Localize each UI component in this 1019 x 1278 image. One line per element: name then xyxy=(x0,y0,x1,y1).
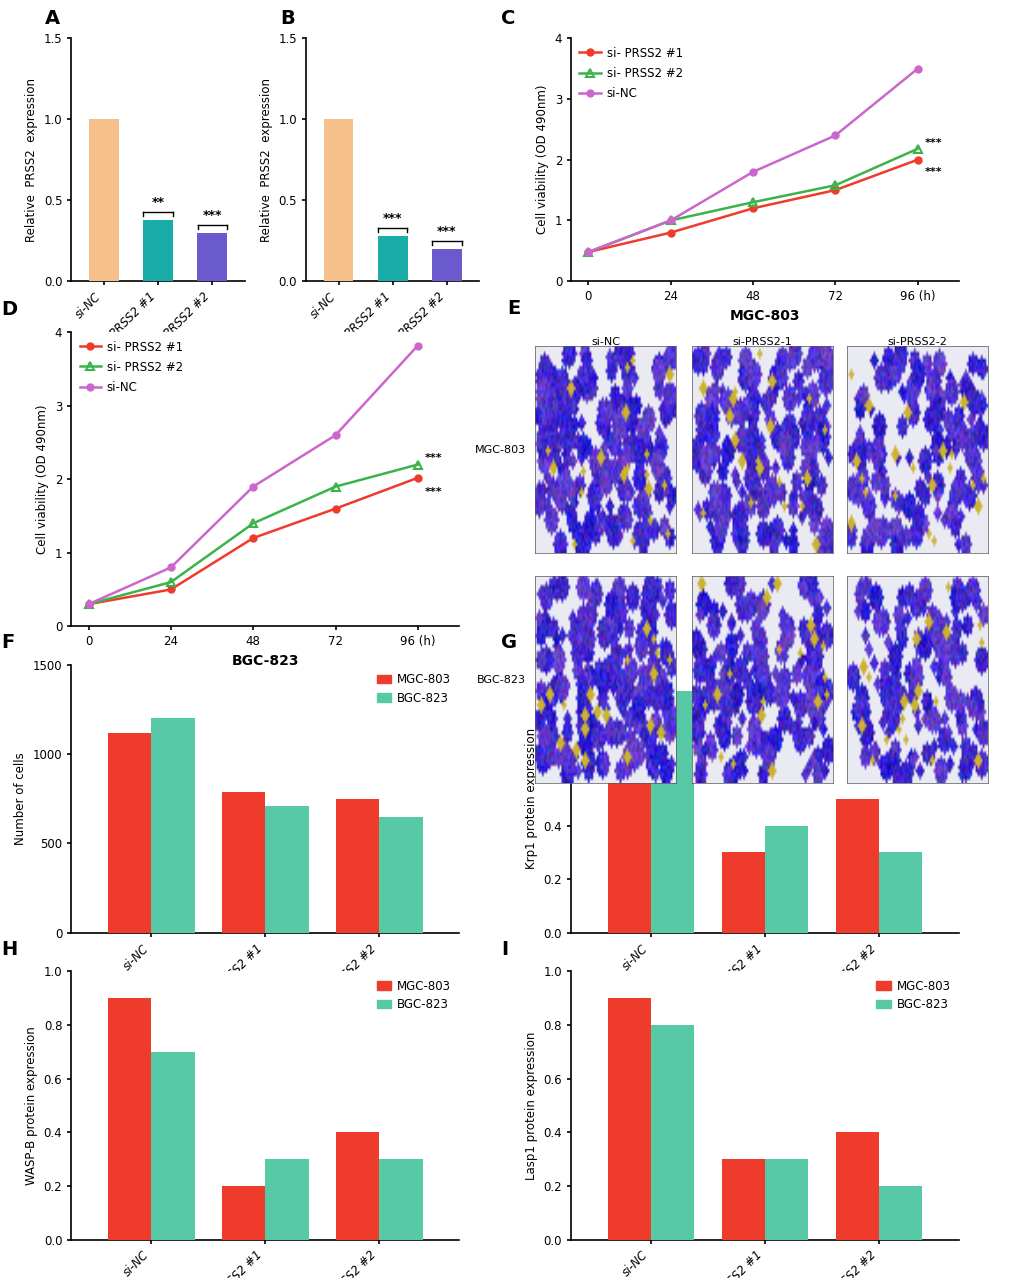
Legend: MGC-803, BGC-823: MGC-803, BGC-823 xyxy=(374,671,452,707)
Text: ***: *** xyxy=(923,138,942,148)
Bar xyxy=(265,1159,308,1240)
Bar xyxy=(379,1159,422,1240)
Legend: si- PRSS2 #1, si- PRSS2 #2, si-NC: si- PRSS2 #1, si- PRSS2 #2, si-NC xyxy=(77,339,185,396)
Bar xyxy=(222,1186,265,1240)
Text: ***: *** xyxy=(424,454,442,463)
Text: I: I xyxy=(501,941,508,960)
Text: **: ** xyxy=(152,196,164,210)
Y-axis label: Number of cells: Number of cells xyxy=(14,753,28,845)
Legend: MGC-803, BGC-823: MGC-803, BGC-823 xyxy=(374,978,452,1013)
Bar xyxy=(222,791,265,933)
Text: F: F xyxy=(2,634,15,653)
Bar xyxy=(607,998,650,1240)
Text: C: C xyxy=(501,9,516,28)
Text: H: H xyxy=(2,941,18,960)
Bar xyxy=(108,732,151,933)
Legend: MGC-803, BGC-823: MGC-803, BGC-823 xyxy=(873,978,952,1013)
Bar xyxy=(764,1159,807,1240)
Y-axis label: Relative  PRSS2  expression: Relative PRSS2 expression xyxy=(260,78,272,242)
Bar xyxy=(878,852,921,933)
Bar xyxy=(835,799,878,933)
Text: si-PRSS2-1: si-PRSS2-1 xyxy=(732,337,792,346)
Bar xyxy=(432,249,462,281)
Text: ***: *** xyxy=(424,487,442,497)
Y-axis label: WASP-B protein expression: WASP-B protein expression xyxy=(25,1026,38,1185)
Text: BGC-823: BGC-823 xyxy=(476,675,525,685)
Bar xyxy=(721,1159,764,1240)
Bar xyxy=(198,233,227,281)
Bar xyxy=(721,852,764,933)
Bar xyxy=(377,236,408,281)
Text: ***: *** xyxy=(437,225,457,238)
Bar xyxy=(650,691,694,933)
X-axis label: MGC-803: MGC-803 xyxy=(729,309,800,323)
Y-axis label: Cell viability (OD 490nm): Cell viability (OD 490nm) xyxy=(37,405,49,553)
Legend: si- PRSS2 #1, si- PRSS2 #2, si-NC: si- PRSS2 #1, si- PRSS2 #2, si-NC xyxy=(577,45,685,102)
Bar xyxy=(151,718,195,933)
Bar xyxy=(323,119,353,281)
Bar xyxy=(764,826,807,933)
Bar xyxy=(650,1025,694,1240)
Y-axis label: Lasp1 protein expression: Lasp1 protein expression xyxy=(525,1031,537,1180)
Bar xyxy=(151,1052,195,1240)
X-axis label: BGC-823: BGC-823 xyxy=(231,654,299,668)
Bar xyxy=(878,1186,921,1240)
Text: A: A xyxy=(46,9,60,28)
Y-axis label: Cell viability (OD 490nm): Cell viability (OD 490nm) xyxy=(536,86,548,234)
Bar xyxy=(335,1132,379,1240)
Text: ***: *** xyxy=(203,210,222,222)
Text: MGC-803: MGC-803 xyxy=(474,445,525,455)
Bar xyxy=(379,817,422,933)
Text: E: E xyxy=(506,299,520,318)
Y-axis label: Krp1 protein expression: Krp1 protein expression xyxy=(525,728,537,869)
Text: si-PRSS2-2: si-PRSS2-2 xyxy=(887,337,947,346)
Bar xyxy=(265,806,308,933)
Text: D: D xyxy=(2,299,17,318)
Bar xyxy=(143,220,173,281)
Text: ***: *** xyxy=(923,167,942,178)
Bar xyxy=(335,799,379,933)
Y-axis label: Relative  PRSS2  expression: Relative PRSS2 expression xyxy=(25,78,38,242)
Text: ***: *** xyxy=(382,212,403,225)
Text: B: B xyxy=(279,9,294,28)
Bar xyxy=(835,1132,878,1240)
Text: G: G xyxy=(501,634,517,653)
Legend: MGC-803, BGC-823: MGC-803, BGC-823 xyxy=(873,671,952,707)
Text: si-NC: si-NC xyxy=(590,337,620,346)
Bar xyxy=(108,998,151,1240)
Bar xyxy=(89,119,118,281)
Bar xyxy=(607,718,650,933)
